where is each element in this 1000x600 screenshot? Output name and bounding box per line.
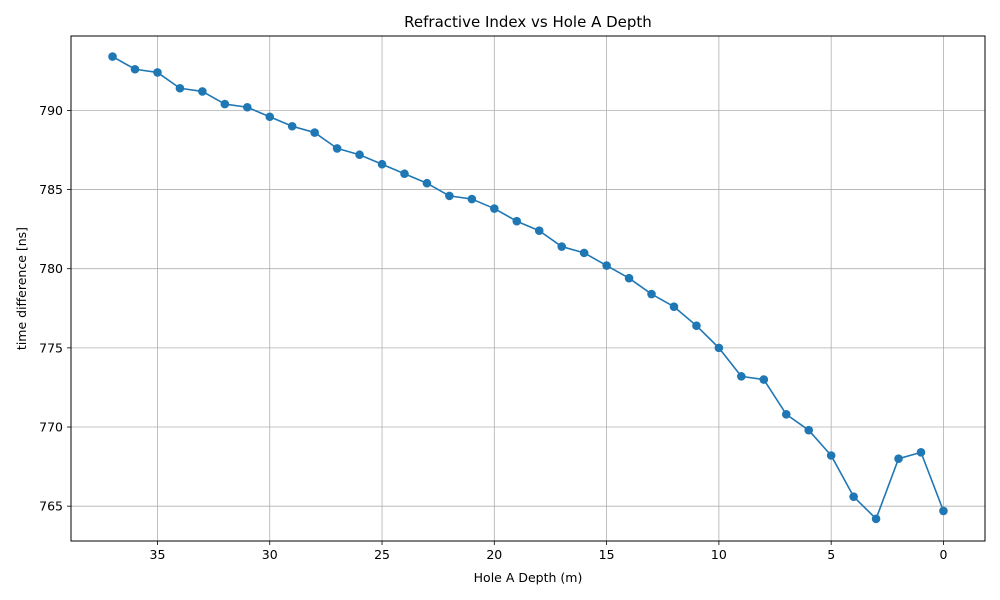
data-point — [310, 128, 319, 137]
series-layer — [108, 52, 948, 524]
x-axis-title: Hole A Depth (m) — [474, 570, 583, 585]
data-point — [512, 216, 522, 226]
data-point — [332, 144, 342, 153]
data-point — [602, 261, 611, 270]
plot-area — [71, 36, 985, 541]
data-point — [557, 242, 566, 251]
data-point — [377, 159, 387, 169]
x-tick-label: 0 — [939, 547, 947, 562]
data-point — [355, 150, 364, 160]
data-point — [534, 226, 544, 236]
data-point — [804, 425, 814, 435]
data-point — [220, 99, 230, 109]
y-axis-title: time difference [ns] — [14, 227, 29, 350]
data-point — [939, 506, 948, 516]
x-tick-label: 5 — [827, 547, 835, 562]
y-tick-label: 790 — [39, 103, 63, 118]
plot-frame — [70, 35, 986, 542]
x-axis-ticks: 35 30 25 20 15 10 5 0 — [150, 541, 947, 562]
x-tick-label: 15 — [599, 547, 615, 562]
x-tick-label: 10 — [711, 547, 727, 562]
data-point — [669, 302, 679, 312]
data-point — [467, 194, 477, 204]
grid-lines — [71, 36, 985, 541]
data-point — [130, 64, 140, 74]
data-point — [579, 248, 589, 258]
data-point — [175, 83, 185, 93]
data-point — [287, 121, 297, 131]
data-point — [647, 289, 656, 299]
data-point — [400, 169, 409, 179]
data-point — [871, 514, 881, 524]
data-point — [692, 321, 701, 331]
data-point — [916, 448, 926, 457]
data-point — [242, 102, 252, 112]
y-axis-ticks: 765 770 775 780 785 790 — [39, 103, 71, 514]
data-point — [422, 178, 432, 188]
data-point — [265, 112, 275, 122]
data-point — [849, 492, 858, 501]
data-point — [108, 52, 117, 61]
chart-title: Refractive Index vs Hole A Depth — [404, 13, 652, 31]
data-point — [198, 87, 207, 96]
data-point — [714, 343, 724, 353]
data-point — [445, 191, 454, 201]
y-tick-label: 775 — [39, 340, 63, 355]
x-tick-label: 20 — [486, 547, 502, 562]
y-tick-label: 780 — [39, 261, 63, 276]
data-point — [894, 454, 903, 463]
data-point — [737, 372, 746, 381]
data-point — [490, 204, 499, 213]
data-point — [624, 273, 634, 283]
data-point — [826, 451, 836, 460]
y-tick-label: 765 — [39, 499, 63, 514]
x-tick-label: 30 — [262, 547, 278, 562]
data-point — [781, 410, 791, 419]
x-tick-label: 25 — [374, 547, 390, 562]
x-tick-label: 35 — [150, 547, 166, 562]
y-tick-label: 785 — [39, 182, 63, 197]
data-point — [759, 375, 769, 384]
data-point — [153, 68, 162, 77]
y-tick-label: 770 — [39, 420, 63, 435]
